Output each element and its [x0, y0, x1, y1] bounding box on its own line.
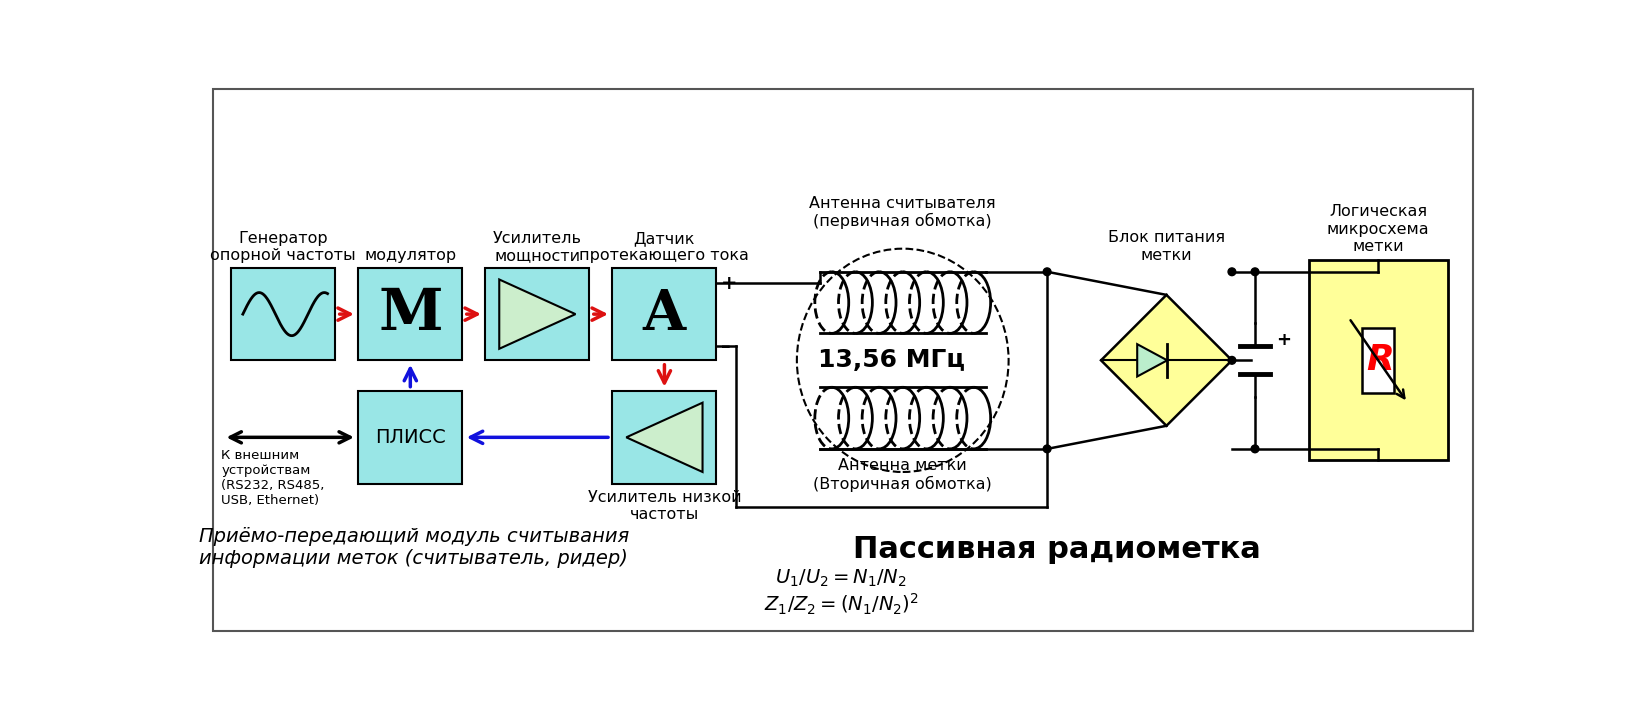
Bar [1309, 260, 1448, 461]
Circle shape [1229, 357, 1235, 364]
Polygon shape [1101, 295, 1232, 426]
Text: Усилитель
мощности: Усилитель мощности [494, 231, 582, 263]
Text: Датчик
протекающего тока: Датчик протекающего тока [579, 231, 750, 263]
Text: +: + [721, 274, 737, 293]
Text: R: R [1367, 343, 1395, 377]
Polygon shape [627, 403, 702, 472]
Text: –: – [721, 337, 730, 356]
Circle shape [1229, 268, 1235, 276]
Text: M: M [378, 286, 443, 342]
Circle shape [1252, 268, 1258, 276]
Text: Генератор
опорной частоты: Генератор опорной частоты [211, 231, 355, 263]
Polygon shape [1137, 344, 1168, 377]
Text: К внешним
устройствам
(RS232, RS485,
USB, Ethernet): К внешним устройствам (RS232, RS485, USB… [222, 449, 324, 507]
Text: $Z_1/Z_2=(N_1/N_2)^2$: $Z_1/Z_2=(N_1/N_2)^2$ [763, 592, 918, 617]
Bar [612, 391, 717, 483]
Text: 13,56 МГц: 13,56 МГц [818, 348, 964, 372]
Text: Антенна метки
(Вторичная обмотка): Антенна метки (Вторичная обмотка) [813, 458, 992, 492]
Bar [232, 268, 336, 360]
Text: A: A [643, 287, 686, 342]
Text: Усилитель низкой
частоты: Усилитель низкой частоты [587, 490, 742, 522]
Polygon shape [500, 280, 576, 349]
Text: Пассивная радиометка: Пассивная радиометка [852, 535, 1260, 564]
Text: модулятор: модулятор [364, 248, 456, 263]
Text: Антенна считывателя
(первичная обмотка): Антенна считывателя (первичная обмотка) [809, 196, 997, 229]
Circle shape [1043, 268, 1051, 276]
Bar [612, 268, 717, 360]
Text: $U_1/U_2=N_1/N_2$: $U_1/U_2=N_1/N_2$ [775, 567, 906, 589]
Text: Приёмо-передающий модуль считывания
информации меток (считыватель, ридер): Приёмо-передающий модуль считывания инфо… [199, 528, 628, 568]
Circle shape [1252, 445, 1258, 453]
Text: +: + [1277, 331, 1291, 350]
Bar [359, 391, 462, 483]
Circle shape [1043, 445, 1051, 453]
Bar [485, 268, 589, 360]
Text: ПЛИСС: ПЛИСС [375, 428, 446, 447]
Text: Блок питания
метки: Блок питания метки [1107, 230, 1226, 263]
Text: Логическая
микросхема
метки: Логическая микросхема метки [1328, 204, 1430, 254]
Bar [1362, 328, 1395, 393]
Bar [359, 268, 462, 360]
